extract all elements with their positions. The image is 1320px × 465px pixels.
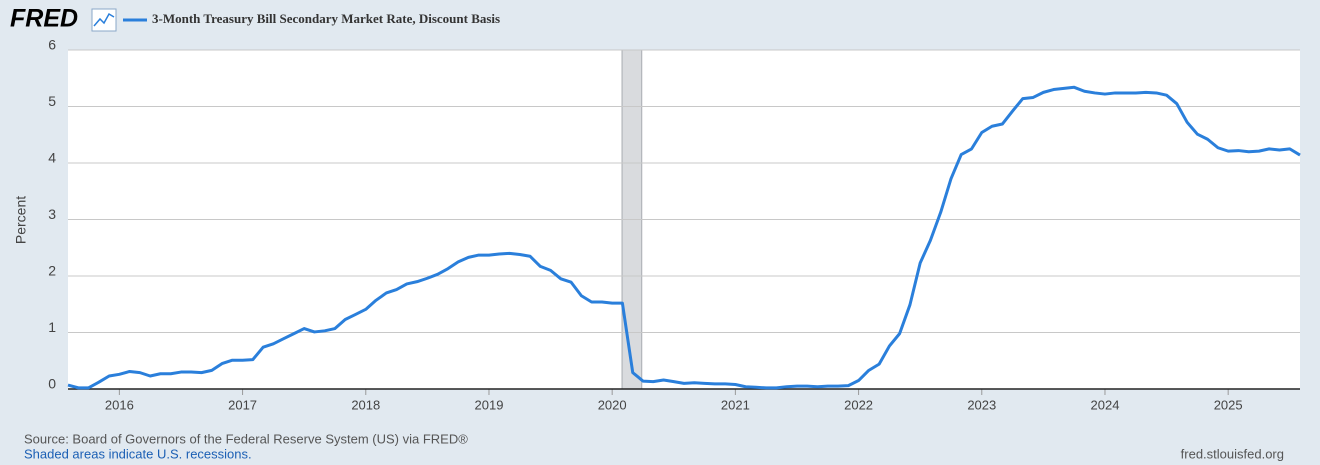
x-tick-label: 2019: [475, 397, 504, 412]
brand-logo: FRED: [10, 5, 78, 33]
x-tick-label: 2023: [967, 397, 996, 412]
y-tick-label: 6: [48, 37, 56, 53]
x-tick-label: 2016: [105, 397, 134, 412]
x-tick-label: 2020: [598, 397, 627, 412]
x-tick-label: 2024: [1091, 397, 1120, 412]
y-axis-label: Percent: [13, 196, 29, 244]
credit: fred.stlouisfed.org: [1181, 446, 1284, 461]
x-tick-label: 2021: [721, 397, 750, 412]
y-tick-label: 1: [48, 319, 56, 335]
x-tick-label: 2018: [351, 397, 380, 412]
note: Shaded areas indicate U.S. recessions.: [24, 446, 252, 461]
x-tick-label: 2025: [1214, 397, 1243, 412]
y-tick-label: 3: [48, 206, 56, 222]
y-tick-label: 5: [48, 93, 56, 109]
series-line: [67, 85, 1301, 390]
x-tick-label: 2017: [228, 397, 257, 412]
source: Source: Board of Governors of the Federa…: [24, 431, 468, 446]
y-tick-label: 0: [48, 376, 56, 392]
legend-label: 3-Month Treasury Bill Secondary Market R…: [152, 11, 500, 26]
x-tick-label: 2022: [844, 397, 873, 412]
brand-icon: [91, 8, 117, 32]
y-tick-label: 2: [48, 263, 56, 279]
y-tick-label: 4: [48, 150, 56, 166]
